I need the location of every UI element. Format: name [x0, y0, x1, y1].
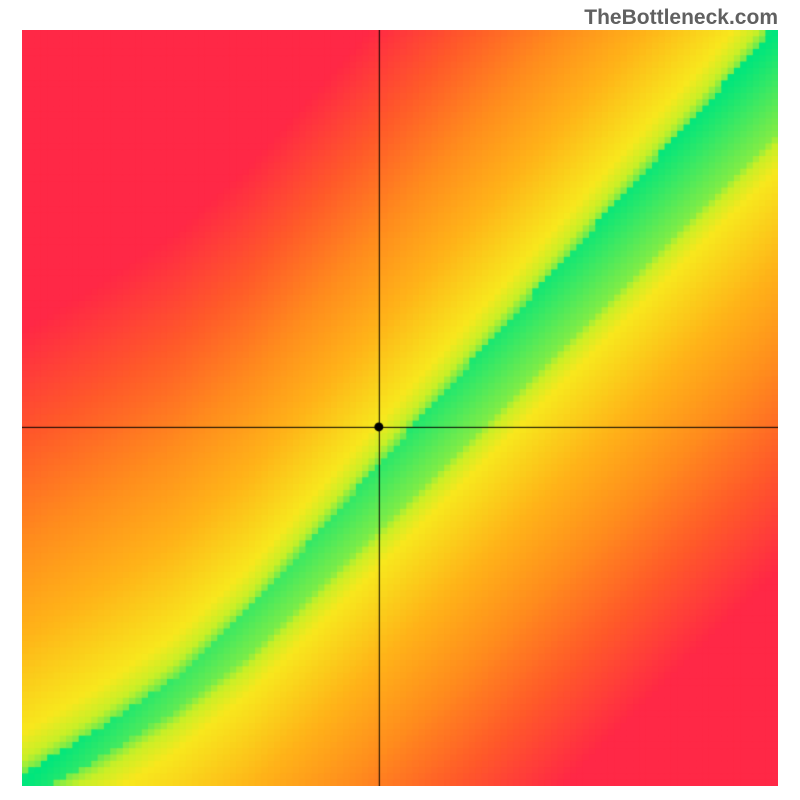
watermark-text: TheBottleneck.com: [584, 6, 778, 30]
bottleneck-heatmap: [22, 30, 778, 786]
